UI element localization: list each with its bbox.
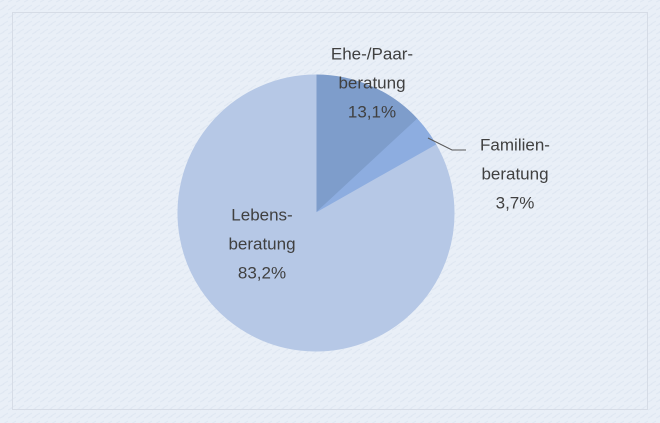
slice-label: Familien- <box>480 135 550 154</box>
leader-line <box>427 137 466 151</box>
chart-frame <box>12 12 648 410</box>
slice-label: beratung <box>481 164 548 183</box>
slice-label: Lebens- <box>231 205 292 224</box>
slice-label: beratung <box>338 73 405 92</box>
pie-slice <box>315 74 418 215</box>
slice-label: beratung <box>228 234 295 253</box>
value-label: 83,2% <box>238 263 286 282</box>
pie-slice <box>177 74 455 352</box>
slice-label: Ehe-/Paar- <box>331 44 413 63</box>
value-label: 3,7% <box>496 193 535 212</box>
value-label: 13,1% <box>348 102 396 121</box>
